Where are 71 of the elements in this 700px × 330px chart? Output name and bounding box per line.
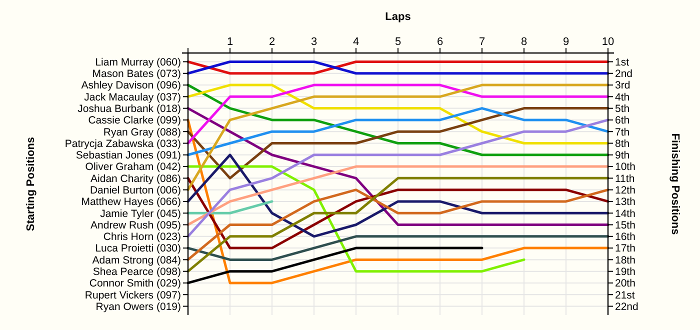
text: Rupert Vickers (097) bbox=[84, 289, 181, 302]
y-tick-label: 11th bbox=[615, 172, 635, 185]
y-tick-label: 13th bbox=[615, 196, 636, 208]
y-tick-label: 16th bbox=[615, 231, 636, 244]
x-tick-label: 9 bbox=[562, 36, 570, 48]
text: Connor Smith (029) bbox=[89, 278, 181, 290]
text: Starting Positions bbox=[25, 136, 37, 232]
line-series bbox=[186, 176, 610, 273]
text: Matthew Hayes (066) bbox=[81, 196, 181, 208]
line-series bbox=[186, 107, 610, 226]
line-series bbox=[186, 84, 610, 144]
x-tick-label: 6 bbox=[436, 36, 444, 48]
y-tick-label: 7th bbox=[615, 126, 630, 138]
y-tick-label: 5th bbox=[615, 102, 630, 115]
y-tick-label: 20th bbox=[615, 278, 636, 290]
line-series bbox=[186, 84, 610, 192]
y-tick-label: 2nd bbox=[615, 68, 633, 80]
x-tick-label: 7 bbox=[478, 36, 486, 48]
y-tick-label: 12th bbox=[615, 184, 636, 196]
line-series bbox=[186, 165, 610, 226]
x-tick-label: 10 bbox=[602, 36, 614, 48]
line-series bbox=[186, 154, 610, 238]
y-tick-label: 19th bbox=[615, 266, 636, 278]
text: Aidan Charity (086) bbox=[90, 172, 181, 185]
y-tick-label: 14th bbox=[615, 208, 636, 220]
text: Daniel Burton (006) bbox=[90, 184, 181, 196]
x-tick-label: 5 bbox=[394, 36, 402, 48]
text: Mason Bates (073) bbox=[92, 68, 181, 80]
x-tick-label: 4 bbox=[352, 36, 360, 48]
text: Andrew Rush (095) bbox=[90, 219, 181, 232]
y-tick-label: 18th bbox=[615, 254, 636, 266]
text: Patrycja Zabawska (033) bbox=[64, 138, 181, 150]
y-axis-title: Finishing Positions bbox=[669, 133, 681, 235]
line-series bbox=[186, 176, 610, 250]
y-tick-label: 22nd bbox=[615, 300, 639, 313]
y-tick-label: 9th bbox=[615, 150, 630, 162]
line-series bbox=[186, 84, 610, 156]
text: Luca Proietti (030) bbox=[95, 242, 181, 255]
line-series bbox=[186, 188, 610, 261]
text: Jamie Tyler (045) bbox=[100, 208, 181, 220]
y-tick-label: 17th bbox=[615, 242, 636, 255]
y-tick-label: 8th bbox=[615, 138, 630, 150]
line-series bbox=[186, 165, 526, 273]
text: Joshua Burbank (018) bbox=[78, 102, 181, 115]
y-tick-label: 1st bbox=[615, 56, 630, 68]
text: Chris Horn (023) bbox=[103, 231, 181, 244]
x-tick-label: 1 bbox=[226, 36, 234, 48]
y-tick-label: 4th bbox=[615, 91, 630, 104]
x-tick-label: 2 bbox=[268, 36, 276, 48]
line-series bbox=[186, 118, 610, 284]
x-tick-label: 3 bbox=[310, 36, 318, 48]
text: Shea Pearce (098) bbox=[92, 266, 181, 278]
y-tick-label: 10th bbox=[615, 161, 636, 174]
line-series bbox=[186, 107, 610, 156]
text: Ashley Davison (096) bbox=[81, 80, 181, 92]
y-tick-label: 15th bbox=[615, 219, 636, 232]
x-axis-title: Laps bbox=[385, 11, 411, 23]
y-tick-label: 21st bbox=[615, 289, 635, 302]
text: Liam Murray (060) bbox=[95, 56, 181, 68]
text: Ryan Gray (088) bbox=[103, 126, 181, 138]
line-series bbox=[186, 118, 610, 238]
x-tick-label: 8 bbox=[520, 36, 528, 48]
line-series bbox=[186, 107, 610, 180]
text: Sebastian Jones (091) bbox=[76, 150, 181, 162]
y-tick-label: 3rd bbox=[615, 80, 630, 92]
text: Oliver Graham (042) bbox=[85, 161, 181, 174]
text: Adam Strong (084) bbox=[92, 254, 181, 266]
text: Ryan Owers (019) bbox=[96, 300, 181, 313]
text: Jack Macaulay (037) bbox=[84, 91, 181, 104]
y-tick-label: 6th bbox=[615, 114, 630, 127]
text: Cassie Clarke (099) bbox=[88, 114, 181, 127]
